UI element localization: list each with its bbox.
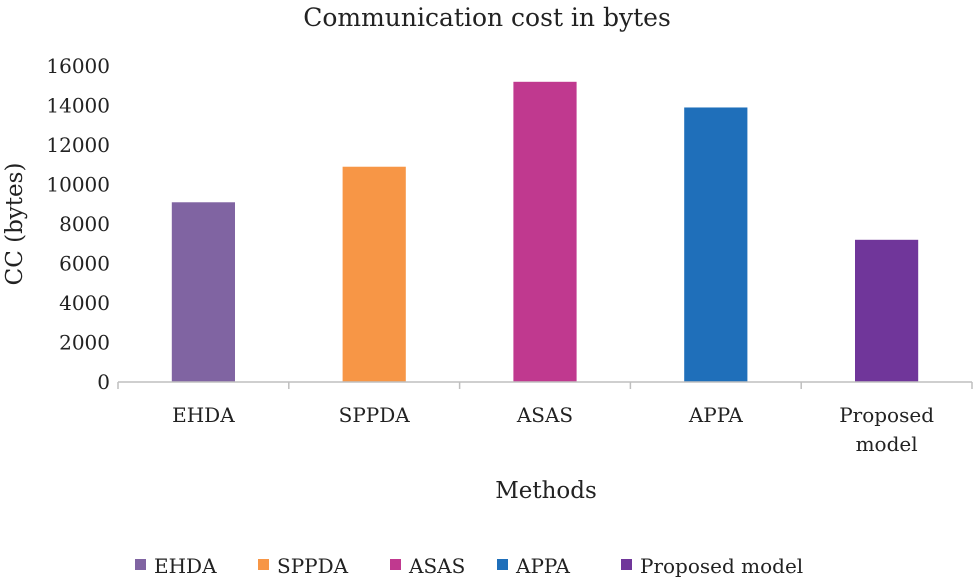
y-tick-label: 6000 bbox=[59, 252, 110, 276]
y-tick-label: 14000 bbox=[46, 94, 110, 118]
y-tick-label: 2000 bbox=[59, 331, 110, 355]
legend-swatch bbox=[390, 559, 401, 570]
x-axis-title: Methods bbox=[495, 478, 597, 504]
y-tick-label: 0 bbox=[97, 370, 110, 394]
x-axis-labels: EHDA SPPDA ASAS APPA Proposed model bbox=[172, 403, 934, 456]
chart-title: Communication cost in bytes bbox=[303, 3, 671, 32]
x-category-label: Proposed bbox=[839, 403, 934, 427]
y-tick-label: 10000 bbox=[46, 173, 110, 197]
legend-label: APPA bbox=[515, 554, 571, 578]
bars-group bbox=[171, 81, 919, 383]
bar-ehda bbox=[171, 202, 235, 382]
y-axis: 0 2000 4000 6000 8000 10000 12000 14000 16000 bbox=[46, 54, 110, 394]
legend-swatch bbox=[497, 559, 508, 570]
legend-label: ASAS bbox=[408, 554, 465, 578]
x-category-label: ASAS bbox=[516, 403, 573, 427]
legend-swatch bbox=[621, 559, 632, 570]
x-category-label: EHDA bbox=[172, 403, 235, 427]
x-category-label: APPA bbox=[688, 403, 744, 427]
bar-sppda bbox=[342, 166, 406, 382]
x-category-label: SPPDA bbox=[339, 403, 411, 427]
bar-asas bbox=[513, 81, 577, 383]
x-axis-ticks bbox=[117, 382, 973, 389]
legend-label: EHDA bbox=[154, 554, 217, 578]
y-tick-label: 16000 bbox=[46, 54, 110, 78]
bar-proposed-model bbox=[855, 239, 919, 382]
y-axis-title: CC (bytes) bbox=[2, 163, 28, 286]
y-tick-label: 4000 bbox=[59, 291, 110, 315]
legend-label: Proposed model bbox=[640, 554, 803, 578]
legend: EHDA SPPDA ASAS APPA Proposed model bbox=[135, 554, 803, 578]
legend-label: SPPDA bbox=[277, 554, 349, 578]
legend-swatch bbox=[135, 559, 146, 570]
y-tick-label: 8000 bbox=[59, 212, 110, 236]
y-tick-label: 12000 bbox=[46, 133, 110, 157]
legend-swatch bbox=[258, 559, 269, 570]
bar-appa bbox=[684, 107, 748, 382]
x-category-label: model bbox=[856, 432, 918, 456]
